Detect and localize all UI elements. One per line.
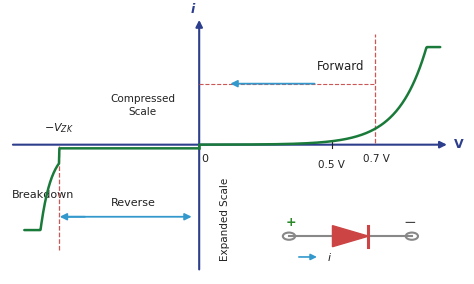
Text: −: − xyxy=(403,215,416,230)
Text: i: i xyxy=(190,3,194,16)
Text: V: V xyxy=(455,138,464,151)
Text: Compressed
Scale: Compressed Scale xyxy=(110,94,175,118)
Text: +: + xyxy=(286,216,297,229)
Text: Breakdown: Breakdown xyxy=(12,190,74,200)
Text: Expanded Scale: Expanded Scale xyxy=(220,178,230,261)
Text: Forward: Forward xyxy=(317,60,365,73)
Polygon shape xyxy=(332,225,368,247)
Text: 0.5 V: 0.5 V xyxy=(319,160,345,170)
Text: $-V_{ZK}$: $-V_{ZK}$ xyxy=(45,121,74,135)
Text: Reverse: Reverse xyxy=(110,199,155,208)
Text: 0.7 V: 0.7 V xyxy=(363,154,390,164)
Text: 0: 0 xyxy=(201,154,209,164)
Text: i: i xyxy=(328,253,331,263)
